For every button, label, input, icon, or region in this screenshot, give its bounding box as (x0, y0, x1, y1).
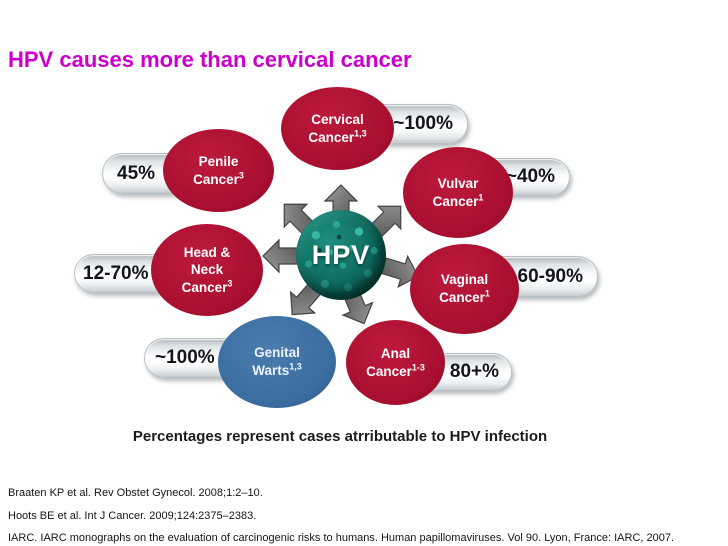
vaginal-cancer-ellipse: Vaginal Cancer1 (410, 244, 519, 334)
ellipse-label-line: Cancer3 (193, 170, 244, 187)
ellipse-label-line: Cervical (311, 111, 364, 127)
genital-warts-ellipse: Genital Warts1,3 (218, 316, 336, 408)
ellipse-label-line: Cancer1 (432, 192, 484, 209)
ellipse-label-line: Cancer1,3 (308, 128, 367, 145)
pct-value: 45% (117, 162, 156, 184)
head-neck-cancer-ellipse: Head & Neck Cancer3 (151, 224, 263, 316)
superscript-refs: 3 (238, 170, 244, 180)
ellipse-label-line: Warts1,3 (252, 361, 302, 378)
ellipse-label-line: Penile (198, 153, 239, 169)
hpv-virus-icon: HPV (296, 210, 386, 300)
superscript-refs: 1 (478, 192, 484, 202)
cervical-cancer-ellipse: Cervical Cancer1,3 (281, 87, 394, 170)
hpv-label: HPV (311, 239, 371, 270)
penile-cancer-ellipse: Penile Cancer3 (163, 129, 274, 212)
pct-value: 12-70% (83, 262, 149, 284)
pct-value: ~40% (505, 166, 555, 187)
ellipse-label-line: Neck (190, 262, 224, 278)
anal-cancer-ellipse: Anal Cancer1-3 (346, 320, 445, 405)
caption: Percentages represent cases atrributable… (132, 428, 548, 445)
ellipse-label-line: Anal (380, 345, 411, 361)
ellipse-label-line: Genital (254, 345, 300, 361)
ellipse-label-line: Cancer3 (181, 278, 233, 295)
superscript-refs: 1,3 (354, 128, 367, 138)
reference-1: Braaten KP et al. Rev Obstet Gynecol. 20… (8, 487, 263, 499)
ellipse-label-line: Cancer1-3 (366, 362, 425, 379)
superscript-refs: 1 (484, 288, 490, 299)
ellipse-label-line: Vulvar (437, 175, 479, 191)
pct-value: ~100% (393, 113, 453, 134)
ellipse-label-line: Head & (183, 244, 231, 260)
superscript-refs: 1-3 (411, 362, 425, 372)
vulvar-cancer-ellipse: Vulvar Cancer1 (403, 147, 513, 238)
pct-value: ~100% (155, 347, 215, 368)
pct-value: 80+% (449, 361, 499, 382)
reference-3: IARC. IARC monographs on the evaluation … (8, 532, 675, 544)
reference-2: Hoots BE et al. Int J Cancer. 2009;124:2… (8, 510, 257, 522)
arrow-left-icon (262, 239, 300, 273)
ellipse-label-line: Cancer1 (439, 288, 490, 305)
superscript-refs: 3 (227, 278, 233, 289)
ellipse-label-line: Vaginal (440, 272, 489, 288)
superscript-refs: 1,3 (289, 361, 302, 372)
slide-title: HPV causes more than cervical cancer (8, 47, 412, 72)
pct-value: 60-90% (517, 265, 584, 287)
